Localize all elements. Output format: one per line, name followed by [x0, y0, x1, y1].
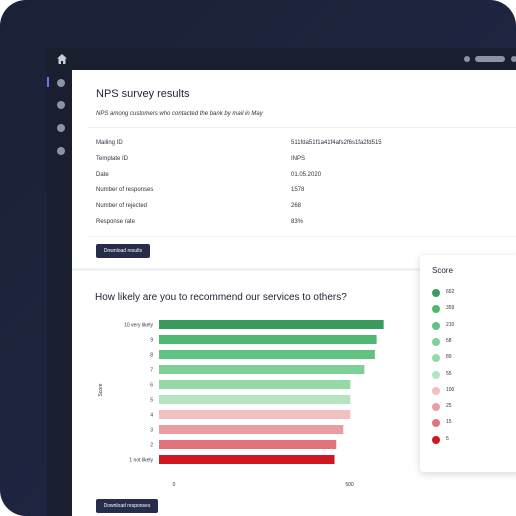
- legend-value: 652: [446, 289, 455, 295]
- page-title: NPS survey results: [96, 88, 190, 100]
- y-axis-label: Score: [98, 383, 104, 396]
- detail-label: Mailing ID: [96, 140, 123, 146]
- legend-value: 359: [446, 305, 455, 312]
- legend-swatch: [432, 305, 440, 314]
- download-responses-button[interactable]: Download responses: [96, 499, 158, 513]
- legend-value: 58: [446, 337, 452, 344]
- category-label: 3: [150, 428, 153, 434]
- bar: [159, 365, 365, 374]
- legend-swatch: [432, 435, 440, 444]
- legend-value: 89: [446, 354, 452, 361]
- bar: [159, 455, 335, 464]
- category-label: 4: [150, 413, 153, 419]
- bar: [159, 350, 375, 359]
- detail-value: 01.05.2020: [291, 172, 322, 178]
- detail-value: 1578: [291, 187, 305, 193]
- x-tick-label: 500: [345, 482, 354, 488]
- bar: [159, 440, 337, 449]
- x-tick-label: 0: [173, 482, 176, 488]
- category-label: 5: [150, 398, 153, 404]
- score-legend: Score 652 359 210 58 89 55 100 25 15 5: [420, 255, 516, 472]
- legend-swatch: [432, 337, 440, 346]
- category-label: 6: [150, 383, 153, 389]
- legend-swatch: [432, 403, 440, 412]
- bar: [159, 410, 351, 419]
- user-menu-pill[interactable]: [475, 56, 505, 62]
- home-icon[interactable]: [56, 53, 68, 65]
- divider: [88, 236, 516, 237]
- page-subtitle: NPS among customers who contacted the ba…: [96, 111, 263, 117]
- sidebar-item[interactable]: [57, 79, 65, 87]
- section-divider: [72, 268, 516, 271]
- detail-value: 511fda51f1a41f4afs2f6s1fa2fd515: [291, 140, 382, 146]
- bar: [159, 395, 351, 404]
- status-dot: [464, 56, 470, 62]
- divider: [88, 127, 516, 128]
- category-label: 7: [150, 368, 153, 374]
- bar: [159, 380, 351, 389]
- category-label: 2: [150, 443, 153, 449]
- detail-value: 83%: [291, 219, 304, 225]
- legend-value: 5: [446, 435, 449, 442]
- detail-label: Response rate: [96, 219, 136, 225]
- detail-label: Template ID: [96, 156, 129, 162]
- category-label: 9: [150, 338, 153, 344]
- download-results-button[interactable]: Download results: [96, 244, 150, 258]
- menu-dot[interactable]: [511, 56, 516, 62]
- bar: [159, 320, 384, 329]
- bar: [159, 335, 377, 344]
- chart-title: How likely are you to recommend our serv…: [95, 292, 347, 303]
- detail-label: Date: [96, 172, 109, 178]
- legend-title: Score: [432, 266, 453, 275]
- sidebar-active-indicator: [47, 77, 49, 87]
- detail-label: Number of responses: [96, 187, 154, 193]
- detail-value: INPS: [291, 156, 306, 162]
- detail-value: 268: [291, 203, 302, 209]
- legend-swatch: [432, 321, 440, 330]
- category-label: 1 not likely: [129, 458, 153, 464]
- sidebar-item[interactable]: [57, 101, 65, 109]
- legend-swatch: [432, 386, 440, 395]
- legend-swatch: [432, 289, 440, 297]
- legend-swatch: [432, 419, 440, 428]
- category-label: 10 very likely: [124, 323, 153, 329]
- legend-value: 25: [446, 403, 452, 410]
- category-label: 8: [150, 353, 153, 359]
- legend-value: 100: [446, 386, 455, 393]
- bar: [159, 425, 344, 434]
- legend-swatch: [432, 354, 440, 363]
- top-bar: [47, 48, 516, 70]
- legend-value: 15: [446, 419, 452, 426]
- sidebar-item[interactable]: [57, 147, 65, 155]
- detail-label: Number of rejected: [96, 203, 148, 209]
- legend-swatch: [432, 370, 440, 379]
- sidebar-item[interactable]: [57, 124, 65, 132]
- legend-value: 210: [446, 321, 455, 328]
- legend-value: 55: [446, 370, 452, 377]
- nps-bar-chart: 10 very likely 9 8 7 6 5 4 3 2 1 not likely Score 0…: [98, 320, 384, 488]
- sidebar: [47, 70, 72, 516]
